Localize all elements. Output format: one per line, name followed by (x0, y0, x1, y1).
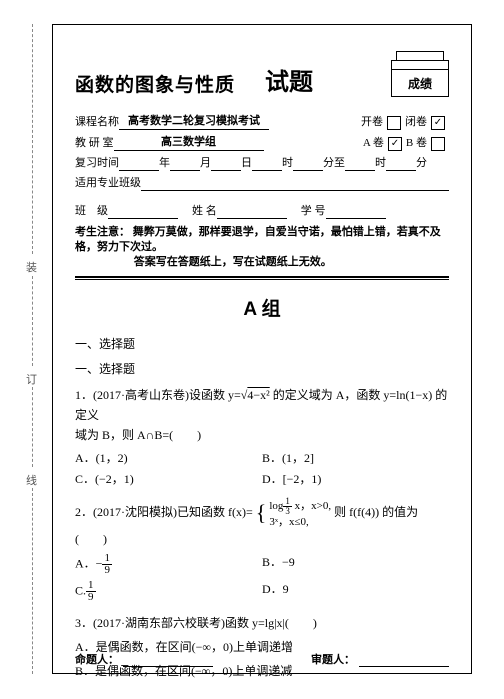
minute-to-label: 分至 (323, 155, 345, 171)
minute-from-field[interactable] (293, 170, 323, 171)
b-checkbox[interactable] (431, 137, 445, 151)
closed-checkbox[interactable]: ✓ (431, 116, 445, 130)
question-2: 2．(2017·沈阳模拟)已知函数 f(x)= { log13 x，x>0, 3… (75, 497, 449, 549)
year-label: 年 (159, 155, 170, 171)
q2-optC: C.19 (75, 580, 262, 603)
day-field[interactable] (211, 170, 241, 171)
q1-text: 1．(2017·高考山东卷)设函数 y= (75, 388, 241, 402)
notice-label: 考生注意： (75, 226, 130, 238)
name-field[interactable] (217, 218, 287, 219)
title-sub: 试题 (265, 62, 313, 97)
author-field[interactable] (123, 666, 213, 667)
question-3: 3．(2017·湖南东部六校联考)函数 y=lg|x|( ) (75, 613, 449, 633)
year-field[interactable] (119, 170, 159, 171)
title-main: 函数的图象与性质 (75, 70, 235, 97)
a-label: A 卷 (363, 135, 384, 151)
q1-sqrt: 4−x² (247, 388, 269, 402)
section-heading-1b: 一、选择题 (75, 360, 449, 377)
minute-to-field[interactable] (386, 170, 416, 171)
meta-block: 课程名称 高考数学二轮复习模拟考试 开卷 闭卷 ✓ 教 研 室 高三数学组 A … (75, 113, 449, 280)
name-label: 姓 名 (192, 203, 217, 219)
q1-options: A．(1，2) B．(1，2] C．(−2，1) D．[−2，1) (75, 449, 449, 487)
hour-label: 时 (282, 155, 293, 171)
minute2-label: 分 (416, 155, 427, 171)
dept-label: 教 研 室 (75, 135, 114, 151)
reviewer-label: 审题人： (311, 651, 355, 667)
month-field[interactable] (170, 170, 200, 171)
binding-zhuang: 装 (26, 259, 37, 275)
question-1: 1．(2017·高考山东卷)设函数 y=√4−x² 的定义域为 A，函数 y=l… (75, 385, 449, 445)
q2-options: A．−19 B．−9 C.19 D．9 (75, 553, 449, 603)
course-value: 高考数学二轮复习模拟考试 (119, 113, 269, 130)
class-label: 班 级 (75, 203, 108, 219)
review-label: 复习时间 (75, 155, 119, 171)
id-field[interactable] (326, 218, 386, 219)
a-checkbox[interactable]: ✓ (388, 137, 402, 151)
q1-optC: C．(−2，1) (75, 470, 262, 487)
binding-margin: 装 订 线 (20, 24, 46, 674)
hour-to-field[interactable] (345, 170, 375, 171)
notice: 考生注意： 舞弊万莫做，那样要退学，自爱当守诺，最怕错上错，若真不及格，努力下次… (75, 225, 449, 270)
q1-optB: B．(1，2] (262, 449, 449, 466)
open-checkbox[interactable] (387, 116, 401, 130)
section-heading-1: 一、选择题 (75, 335, 449, 352)
month-label: 月 (200, 155, 211, 171)
dept-value: 高三数学组 (114, 134, 264, 151)
reviewer-field[interactable] (359, 666, 449, 667)
q2-optB: B．−9 (262, 553, 449, 576)
b-label: B 卷 (406, 135, 427, 151)
grade-label: 成绩 (391, 69, 449, 97)
class-field[interactable] (108, 218, 178, 219)
footer: 命题人： 审题人： (75, 651, 449, 667)
day-label: 日 (241, 155, 252, 171)
course-label: 课程名称 (75, 114, 119, 130)
page-frame: 函数的图象与性质 试题 成绩 课程名称 高考数学二轮复习模拟考试 开卷 闭卷 ✓ (52, 24, 472, 674)
notice-line1: 舞弊万莫做，那样要退学，自爱当守诺，最怕错上错，若真不及格，努力下次过。 (75, 226, 441, 253)
open-label: 开卷 (361, 114, 383, 130)
divider (75, 276, 449, 280)
exam-page: 装 订 线 函数的图象与性质 试题 成绩 课程名称 高考数学二轮复习模拟考试 (0, 0, 504, 699)
binding-ding: 订 (26, 371, 37, 387)
title-row: 函数的图象与性质 试题 成绩 (75, 51, 449, 97)
hour2-label: 时 (375, 155, 386, 171)
group-title: A 组 (75, 294, 449, 321)
q1-text3: 域为 B，则 A∩B=( ) (75, 428, 201, 442)
hour-from-field[interactable] (252, 170, 282, 171)
id-label: 学 号 (301, 203, 326, 219)
q2-text: 2．(2017·沈阳模拟)已知函数 f(x)= (75, 505, 253, 519)
closed-label: 闭卷 (405, 114, 427, 130)
binding-xian: 线 (26, 472, 37, 488)
major-label: 适用专业班级 (75, 175, 141, 191)
notice-line2: 答案写在答题纸上，写在试题纸上无效。 (134, 256, 332, 268)
q2-optD: D．9 (262, 580, 449, 603)
grade-box: 成绩 (396, 51, 449, 97)
author-label: 命题人： (75, 651, 119, 667)
q3-text: 3．(2017·湖南东部六校联考)函数 y=lg|x|( ) (75, 616, 317, 630)
q2-optA: A．−19 (75, 553, 262, 576)
major-field[interactable] (141, 180, 449, 191)
q1-optD: D．[−2，1) (262, 470, 449, 487)
q1-optA: A．(1，2) (75, 449, 262, 466)
